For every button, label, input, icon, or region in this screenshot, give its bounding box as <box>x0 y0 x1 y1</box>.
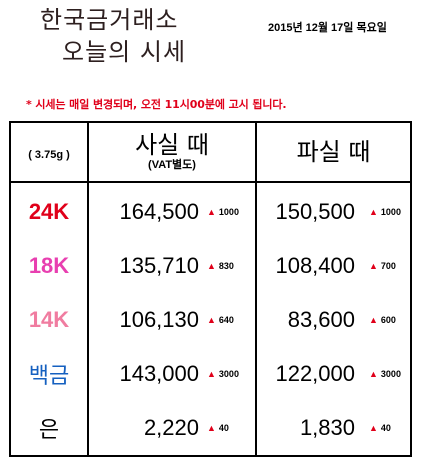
sell-change-value: 700 <box>380 261 396 271</box>
up-triangle-icon: ▲ <box>207 207 216 217</box>
buy-header: 사실 때 (VAT별도) <box>87 121 257 183</box>
up-triangle-icon: ▲ <box>369 423 378 433</box>
sell-change: ▲ 700 <box>369 261 396 271</box>
buy-change-value: 830 <box>218 261 234 271</box>
table-row-buy: 106,130 ▲ 640 <box>89 293 255 347</box>
table-row-sell: 1,830 ▲ 40 <box>257 401 410 455</box>
sell-price: 108,400 <box>275 253 355 278</box>
buy-header-label: 사실 때 <box>135 131 209 159</box>
title-line2: 오늘의 시세 <box>62 38 187 66</box>
sell-column: 150,500 ▲ 1000 108,400 ▲ 700 83,600 ▲ 600 122,000… <box>255 181 412 457</box>
sell-change-value: 40 <box>380 423 391 433</box>
buy-change: ▲ 40 <box>207 423 229 433</box>
up-triangle-icon: ▲ <box>369 261 378 271</box>
up-triangle-icon: ▲ <box>207 423 216 433</box>
sell-change: ▲ 3000 <box>369 369 401 379</box>
buy-change-value: 1000 <box>218 207 239 217</box>
table-header-row: ( 3.75g ) 사실 때 (VAT별도) 파실 때 <box>9 121 412 183</box>
buy-change: ▲ 1000 <box>207 207 239 217</box>
table-row-label: 은 <box>11 401 87 455</box>
buy-change: ▲ 3000 <box>207 369 239 379</box>
unit-label: ( 3.75g ) <box>28 148 70 161</box>
buy-price: 106,130 <box>119 307 199 332</box>
sell-change-value: 3000 <box>380 369 401 379</box>
sell-price: 122,000 <box>275 361 355 386</box>
sell-change-value: 600 <box>380 315 396 325</box>
table-row-buy: 135,710 ▲ 830 <box>89 239 255 293</box>
sell-change: ▲ 1000 <box>369 207 401 217</box>
up-triangle-icon: ▲ <box>369 207 378 217</box>
metal-label: 24K <box>28 199 70 224</box>
buy-change-value: 640 <box>218 315 234 325</box>
unit-header: ( 3.75g ) <box>9 121 89 183</box>
buy-column: 164,500 ▲ 1000 135,710 ▲ 830 106,130 ▲ 640 143,00… <box>87 181 257 457</box>
table-row-sell: 108,400 ▲ 700 <box>257 239 410 293</box>
sell-change: ▲ 600 <box>369 315 396 325</box>
table-row-sell: 122,000 ▲ 3000 <box>257 347 410 401</box>
sell-header-label: 파실 때 <box>296 138 371 166</box>
up-triangle-icon: ▲ <box>207 315 216 325</box>
buy-change: ▲ 640 <box>207 315 234 325</box>
notice-text: * 시세는 매일 변경되며, 오전 11시00분에 고시 됩니다. <box>26 98 287 111</box>
table-row-buy: 164,500 ▲ 1000 <box>89 185 255 239</box>
table-row-buy: 2,220 ▲ 40 <box>89 401 255 455</box>
metal-label: 14K <box>28 307 70 332</box>
buy-change: ▲ 830 <box>207 261 234 271</box>
buy-price: 135,710 <box>119 253 199 278</box>
sell-header: 파실 때 <box>255 121 412 183</box>
table-row-label: 18K <box>11 239 87 293</box>
up-triangle-icon: ▲ <box>369 369 378 379</box>
table-row-label: 24K <box>11 185 87 239</box>
sell-change: ▲ 40 <box>369 423 391 433</box>
table-row-sell: 150,500 ▲ 1000 <box>257 185 410 239</box>
up-triangle-icon: ▲ <box>207 261 216 271</box>
buy-price: 164,500 <box>119 199 199 224</box>
table-row-sell: 83,600 ▲ 600 <box>257 293 410 347</box>
title-line1: 한국금거래소 <box>40 6 179 34</box>
sell-price: 150,500 <box>275 199 355 224</box>
up-triangle-icon: ▲ <box>207 369 216 379</box>
buy-header-sub: (VAT별도) <box>148 159 196 171</box>
sell-price: 1,830 <box>299 415 355 440</box>
buy-price: 2,220 <box>143 415 199 440</box>
buy-change-value: 3000 <box>218 369 239 379</box>
buy-change-value: 40 <box>218 423 229 433</box>
table-body-row: 24K 18K 14K 백금 은 164,500 ▲ 1000 135,710 ▲ 830 106,… <box>9 181 412 457</box>
metal-label: 18K <box>28 253 70 278</box>
metal-label: 은 <box>38 418 60 443</box>
table-row-label: 백금 <box>11 347 87 401</box>
sell-change-value: 1000 <box>380 207 401 217</box>
table-row-buy: 143,000 ▲ 3000 <box>89 347 255 401</box>
buy-price: 143,000 <box>119 361 199 386</box>
up-triangle-icon: ▲ <box>369 315 378 325</box>
date-label: 2015년 12월 17일 목요일 <box>268 22 387 34</box>
table-row-label: 14K <box>11 293 87 347</box>
sell-price: 83,600 <box>287 307 355 332</box>
metal-label: 백금 <box>28 364 70 389</box>
